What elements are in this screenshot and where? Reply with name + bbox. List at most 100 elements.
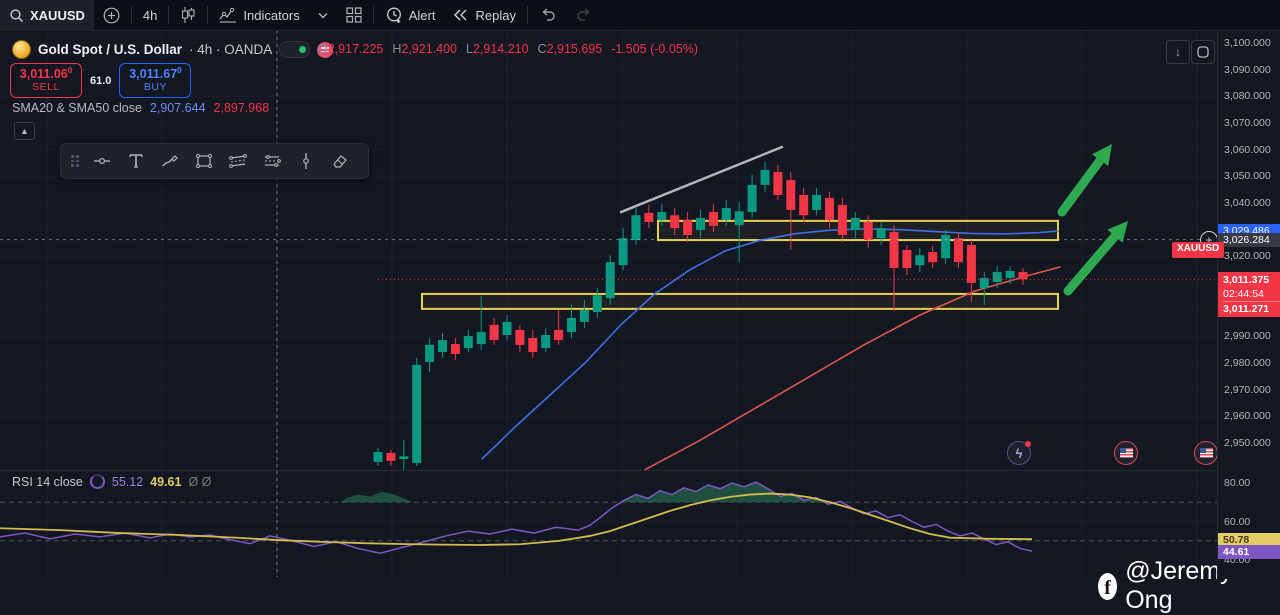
sma-indicator-legend[interactable]: SMA20 & SMA50 close 2,907.644 2,897.968 [12,101,269,115]
sell-button[interactable]: 3,011.060 SELL [10,63,82,98]
price-tick-label: 3,080.000 [1224,90,1271,103]
facebook-icon: f [1098,572,1118,600]
alert-clock-icon [386,7,401,23]
collapse-legend-button[interactable]: ▲ [14,122,35,140]
rsi-overbought-fill [340,491,412,503]
rsi-axis-label: 44.61 [1218,545,1280,559]
trend-line-tool[interactable] [87,147,117,175]
alert-label: Alert [408,7,436,23]
sma-indicator-title: SMA20 & SMA50 close [12,101,142,115]
price-axis[interactable]: 3,029.486 3,026.284 3,011.375 02:44:54 3… [1217,30,1280,579]
toolbar-separator [207,6,209,24]
rsi-indicator-title: RSI 14 close [12,474,83,489]
rsi-indicator-legend[interactable]: RSI 14 close 55.12 49.61 Ø Ø [12,474,211,489]
symbol-legend[interactable]: Gold Spot / U.S. Dollar · 4h · OANDA [12,40,334,59]
symbol-search-button[interactable]: XAUUSD [0,0,94,30]
rsi-extra-values: Ø Ø [188,474,212,489]
interval-button[interactable]: 4h [134,0,166,30]
price-tick-label: 3,020.000 [1224,250,1271,263]
price-tick-label: 2,950.000 [1224,437,1271,449]
event-flash-icon[interactable]: ϟ [1007,441,1031,465]
market-status-icon[interactable] [279,41,311,58]
toolbar-separator [526,6,528,24]
symbol-title[interactable]: Gold Spot / U.S. Dollar [38,42,183,57]
indicators-dropdown-caret[interactable] [309,0,337,30]
toolbar-separator [372,6,374,24]
open-value: 2,917.225 [327,42,384,56]
text-tool[interactable] [121,147,151,175]
sell-price: 3,011.06 [19,67,68,82]
snapshot-button[interactable] [1191,40,1215,64]
sma50-line[interactable] [644,266,1061,471]
layout-templates-button[interactable] [337,0,371,30]
chart-style-button[interactable] [171,0,205,30]
economic-event-us-flag-icon[interactable] [1194,441,1218,465]
top-toolbar: XAUUSD 4h Indicators Alert Replay [0,0,1280,31]
plus-circle-icon [103,7,120,23]
rsi-tick-label: 80.00 [1224,477,1251,489]
supply-demand-zone[interactable] [421,292,1059,310]
alert-button[interactable]: Alert [376,0,445,30]
spread-value: 61.0 [90,74,112,87]
undo-button[interactable] [530,0,566,30]
vertical-line-tool[interactable] [291,147,321,175]
candles[interactable] [373,161,1028,470]
grid-layout-icon [346,7,362,23]
price-tick-label: 2,980.000 [1224,357,1271,369]
last-price-value: 3,011.375 [1223,274,1270,286]
compare-add-button[interactable] [94,0,129,30]
up-arrow-head [1092,144,1112,167]
symbol-meta[interactable]: · 4h · OANDA [189,42,273,57]
rsi-ma-line[interactable] [0,492,1033,546]
rectangle-tool[interactable] [189,147,219,175]
rsi-ma-value: 49.61 [150,474,182,489]
indicators-icon [219,7,237,23]
redo-button[interactable] [566,0,602,30]
rsi-line[interactable] [0,481,1033,555]
parallel-channel-tool[interactable] [223,147,253,175]
gold-coin-icon [12,40,31,59]
floating-drawing-toolbar [60,143,369,179]
main-chart-canvas[interactable] [0,30,1218,579]
chart-pane[interactable]: Gold Spot / U.S. Dollar · 4h · OANDA O2,… [0,30,1233,614]
replay-label: Replay [475,7,516,23]
price-tick-label: 2,960.000 [1224,410,1271,423]
pane-separator[interactable] [0,470,1280,471]
rsi-tick-label: 60.00 [1224,515,1251,528]
frame-icon [1197,46,1209,58]
scroll-to-recent-button[interactable]: ↓ [1166,40,1190,64]
flat-channel-tool[interactable] [257,147,287,175]
low-value: 2,914.210 [472,42,529,56]
price-line-symbol-tag: XAUUSD [1172,242,1225,258]
toolbar-drag-handle[interactable] [67,155,83,167]
price-tick-label: 2,970.000 [1224,383,1271,396]
bid-price-value: 3,011.271 [1223,303,1270,315]
undo-icon [542,8,555,21]
interval-label: 4h [142,7,158,23]
up-arrow-drawing[interactable] [1057,155,1105,217]
indicators-label: Indicators [243,7,300,23]
price-tick-label: 3,050.000 [1224,170,1271,183]
replay-button[interactable]: Replay [444,0,524,30]
replay-icon [454,9,467,21]
economic-event-us-flag-icon[interactable] [1114,441,1138,465]
notifications-icon[interactable] [317,41,334,58]
buy-button[interactable]: 3,011.670 BUY [119,63,192,98]
price-tick-label: 3,070.000 [1224,117,1271,129]
trend-line-drawing[interactable] [619,145,784,214]
price-tick-label: 3,090.000 [1224,63,1271,76]
symbol-name: XAUUSD [30,7,85,23]
rsi-overbought-fill [618,482,852,503]
up-arrow-drawing[interactable] [1063,231,1120,296]
sma50-value: 2,897.968 [213,101,270,115]
sma20-value: 2,907.644 [149,101,206,115]
brush-tool[interactable] [155,147,185,175]
market-open-dot [299,46,307,53]
price-tick-label: 2,990.000 [1224,330,1271,343]
up-arrow-head [1107,221,1128,243]
search-icon [10,8,24,22]
crosshair-price-label: 3,026.284 [1218,233,1280,247]
sma20-line[interactable] [481,228,1059,460]
indicators-button[interactable]: Indicators [210,0,308,30]
eraser-tool[interactable] [325,147,355,175]
